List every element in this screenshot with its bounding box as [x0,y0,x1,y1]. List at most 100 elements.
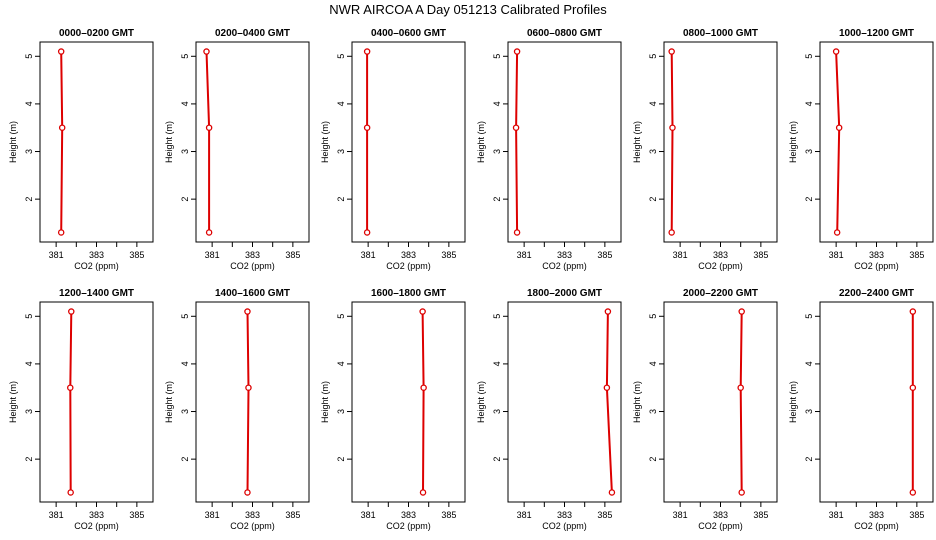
y-axis-label: Height (m) [788,121,798,163]
y-tick-label: 5 [336,314,346,319]
profile-panel: 0200–0400 GMT 381 383 385 2 3 4 5 CO2 (ppm) Heigh… [164,28,310,271]
x-axis-label: CO2 (ppm) [542,261,587,271]
y-tick-label: 2 [804,457,814,462]
y-tick-label: 3 [336,149,346,154]
profile-point [668,229,675,236]
panel-title: 0800–1000 GMT [683,28,758,39]
x-axis-label: CO2 (ppm) [698,521,743,531]
profile-point [737,384,744,391]
panel-title: 1400–1600 GMT [215,288,290,299]
y-tick-label: 4 [492,361,502,366]
x-tick-label: 381 [49,250,64,260]
profile-panel: 0000–0200 GMT 381 383 385 2 3 4 5 CO2 (ppm) Heigh… [8,28,154,271]
profile-point [909,384,917,391]
y-axis-label: Height (m) [632,121,642,163]
y-tick-label: 4 [804,101,814,106]
chart-main-title: NWR AIRCOA A Day 051213 Calibrated Profi… [329,2,607,17]
profile-point [604,308,612,315]
plot-frame [663,301,778,503]
panel-title: 1800–2000 GMT [527,288,602,299]
x-tick-label: 383 [869,250,884,260]
x-tick-label: 385 [129,250,144,260]
x-tick-label: 383 [245,510,260,520]
profile-line [421,311,425,493]
x-axis-label: CO2 (ppm) [74,261,119,271]
x-tick-label: 381 [829,510,844,520]
y-tick-label: 3 [804,149,814,154]
profile-point [67,489,74,496]
profile-point [419,308,426,315]
profile-point [833,229,841,236]
x-axis-label: CO2 (ppm) [542,521,587,531]
profile-point [205,229,213,236]
y-tick-label: 3 [492,409,502,414]
x-tick-label: 383 [557,250,572,260]
y-tick-label: 4 [648,101,658,106]
y-tick-label: 5 [180,314,190,319]
plot-frame [195,41,310,243]
profile-point [669,124,676,131]
x-tick-label: 381 [205,250,220,260]
profile-panel: 2200–2400 GMT 381 383 385 2 3 4 5 CO2 (ppm) Heigh… [788,288,934,531]
profile-point [420,384,427,391]
x-tick-label: 385 [753,250,768,260]
y-axis-label: Height (m) [320,381,330,423]
y-tick-label: 4 [24,361,34,366]
profile-panel: 1400–1600 GMT 381 383 385 2 3 4 5 CO2 (ppm) Heigh… [164,288,310,531]
y-tick-label: 3 [492,149,502,154]
profile-panel: 1200–1400 GMT 381 383 385 2 3 4 5 CO2 (ppm) Heigh… [8,288,154,531]
y-tick-label: 2 [648,457,658,462]
profile-point [244,489,251,496]
panel-title: 0000–0200 GMT [59,28,134,39]
profile-point [513,48,521,55]
x-tick-label: 381 [517,250,532,260]
y-tick-label: 5 [648,314,658,319]
x-tick-label: 381 [361,510,376,520]
profile-point [244,308,251,315]
x-tick-label: 383 [869,510,884,520]
profile-line [246,311,250,493]
profile-point [738,489,745,496]
profile-line [69,311,73,493]
y-axis-label: Height (m) [164,381,174,423]
y-axis-label: Height (m) [8,381,18,423]
profile-point [603,384,611,391]
profile-point [68,308,75,315]
profile-point [832,48,840,55]
y-tick-label: 4 [180,101,190,106]
panel-title: 1600–1800 GMT [371,288,446,299]
y-tick-label: 2 [492,457,502,462]
profile-panel: 2000–2200 GMT 381 383 385 2 3 4 5 CO2 (ppm) Heigh… [632,288,778,531]
x-tick-label: 383 [713,510,728,520]
y-tick-label: 2 [336,197,346,202]
x-axis-label: CO2 (ppm) [854,521,899,531]
profile-line [739,311,743,493]
profile-point [363,229,371,236]
x-tick-label: 383 [557,510,572,520]
y-tick-label: 3 [336,409,346,414]
y-tick-label: 5 [336,54,346,59]
panel-title: 1200–1400 GMT [59,288,134,299]
profile-line [605,311,613,493]
plot-frame [351,301,466,503]
profile-panel: 0400–0600 GMT 381 383 385 2 3 4 5 CO2 (ppm) Heigh… [320,28,466,271]
profile-point [245,384,252,391]
x-tick-label: 381 [49,510,64,520]
x-axis-label: CO2 (ppm) [386,261,431,271]
profile-point [57,48,65,55]
x-tick-label: 385 [753,510,768,520]
profile-line [205,51,211,233]
y-tick-label: 5 [24,314,34,319]
x-tick-label: 381 [673,250,688,260]
profile-point [419,489,427,496]
y-axis-label: Height (m) [632,381,642,423]
y-tick-label: 4 [24,101,34,106]
x-tick-label: 383 [89,250,104,260]
y-tick-label: 5 [804,314,814,319]
y-tick-label: 2 [648,197,658,202]
x-tick-label: 385 [129,510,144,520]
panel-title: 0400–0600 GMT [371,28,446,39]
x-tick-label: 381 [361,250,376,260]
y-tick-label: 3 [804,409,814,414]
y-tick-label: 3 [648,409,658,414]
